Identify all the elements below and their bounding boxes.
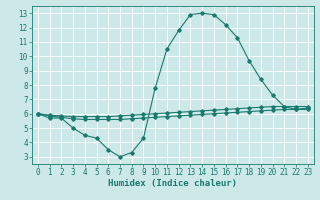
X-axis label: Humidex (Indice chaleur): Humidex (Indice chaleur) [108, 179, 237, 188]
